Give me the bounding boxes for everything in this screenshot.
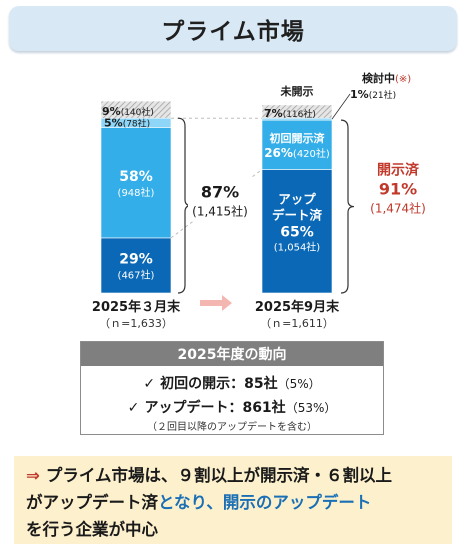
data-label: アップ	[278, 191, 316, 206]
data-label: 65%	[280, 224, 314, 240]
fiscal-trend-box: 2025年度の動向 ✓ 初回の開示：85社（5%） ✓ アップデート：861社（…	[80, 341, 384, 435]
category-n-label: （ｎ=1,633）	[99, 317, 173, 330]
conclusion-line-2b: となり、開示のアップデート	[158, 493, 372, 512]
check-icon: ✓	[143, 376, 156, 392]
data-label: 5%(78社)	[104, 117, 150, 130]
data-label: (1,054社)	[274, 240, 321, 253]
check-icon: ✓	[127, 400, 140, 416]
bar-segment	[100, 100, 172, 119]
data-label: (948社)	[118, 186, 155, 199]
data-label: 9%(140社)	[102, 105, 154, 118]
legend-label: 未開示	[280, 84, 314, 98]
legend-label: 検討中(※)	[362, 71, 411, 85]
update-note: （２回目以降のアップデートを含む）	[147, 422, 317, 433]
data-label: 26%(420社)	[264, 146, 330, 160]
bar-segment	[261, 104, 333, 119]
update-pct: （53%）	[285, 401, 337, 415]
data-label: 1%(21社)	[350, 88, 396, 101]
data-label: 58%	[119, 169, 153, 185]
initial-disclosure-line: ✓ 初回の開示：85社（5%）	[81, 373, 383, 393]
conclusion-line-2a: がアップデート済	[26, 493, 158, 512]
bar-segment	[261, 169, 333, 294]
title-banner: プライム市場	[9, 6, 457, 51]
sept-disclosed-title: 開示済	[377, 162, 420, 179]
data-label: デート済	[272, 207, 323, 222]
data-label: 初回開示済	[270, 131, 326, 145]
bar-segment	[100, 127, 172, 239]
conclusion-line-3: を行う企業が中心	[26, 520, 158, 539]
march-disclosed-count: (1,415社)	[192, 204, 248, 219]
category-label: 2025年３月末	[92, 299, 181, 315]
data-label: 29%	[119, 251, 153, 267]
arrow-icon: ⇒	[26, 466, 40, 485]
conclusion-box: ⇒ プライム市場は、９割以上が開示済・６割以上 がアップデート済となり、開示のアッ…	[14, 456, 452, 544]
initial-disclosure-label: 初回の開示：85社	[160, 376, 278, 392]
label-backdrop	[188, 177, 252, 222]
bar-segment	[100, 237, 172, 294]
sept-disclosed-count: (1,474社)	[370, 201, 426, 216]
trend-header: 2025年度の動向	[81, 342, 383, 366]
update-label: アップデート：861社	[144, 400, 286, 416]
page-title: プライム市場	[161, 18, 305, 45]
data-label: 7%(116社)	[264, 107, 316, 120]
conclusion-line-1: プライム市場は、９割以上が開示済・６割以上	[45, 466, 392, 485]
category-n-label: （ｎ=1,611）	[260, 317, 334, 330]
callout-line	[331, 93, 351, 120]
stacked-bar-chart: 29%(467社) 58%(948社) 5%(78社)9%(140社) アップデート済…	[92, 71, 426, 330]
sept-disclosed-pct: 91%	[379, 180, 417, 199]
data-label: (467社)	[118, 268, 155, 281]
bracket-icon	[340, 119, 355, 294]
update-line: ✓ アップデート：861社（53%）	[81, 397, 383, 417]
initial-disclosure-pct: （5%）	[277, 377, 321, 391]
arrow-right-icon	[200, 295, 232, 311]
bar-segment	[261, 119, 333, 170]
category-label: 2025年9月末	[255, 299, 340, 315]
march-disclosed-pct: 87%	[201, 183, 239, 202]
